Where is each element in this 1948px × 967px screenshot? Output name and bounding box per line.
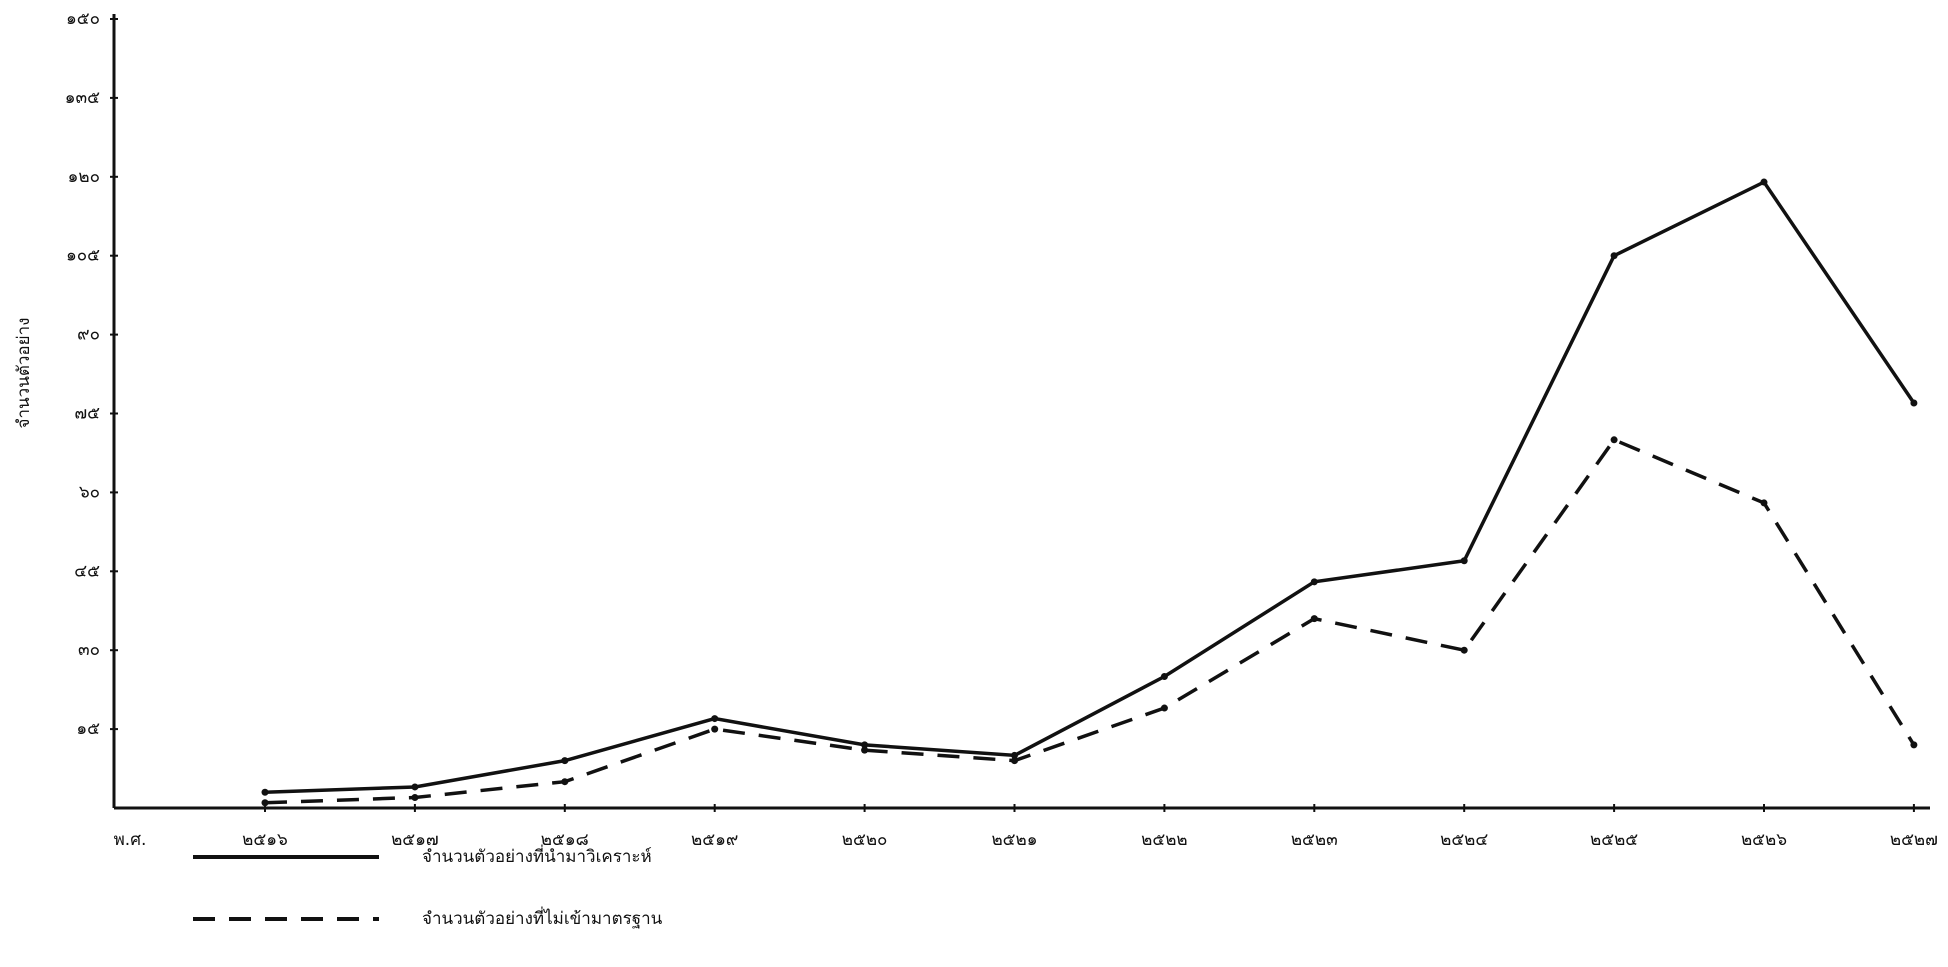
point	[711, 715, 719, 723]
point	[1160, 704, 1168, 712]
point	[1760, 178, 1768, 186]
y-tick-label: ๓๐	[78, 640, 100, 660]
x-tick-label: ๒๕๒๔	[1440, 830, 1488, 850]
series-line	[264, 437, 1916, 805]
y-tick-label: ๗๕	[74, 404, 100, 424]
point	[261, 799, 269, 807]
point	[1610, 252, 1618, 260]
point	[861, 741, 869, 749]
x-tick-label: ๒๕๒๖	[1741, 830, 1787, 850]
point	[1460, 557, 1468, 565]
point	[711, 725, 719, 733]
legend-label: จำนวนตัวอย่างที่นำมาวิเคราะห์	[422, 844, 652, 867]
x-tick-label: ๒๕๒๐	[842, 830, 888, 850]
y-tick-label: ๑๕	[76, 719, 100, 739]
x-tick-label: ๒๕๑๖	[242, 830, 288, 850]
point	[1310, 578, 1318, 586]
point	[1910, 399, 1918, 407]
point	[411, 793, 419, 801]
x-tick-label: ๒๕๒๑	[991, 830, 1037, 850]
point	[1760, 499, 1768, 507]
y-tick-label: ๔๕	[74, 561, 100, 581]
x-tick-label: ๒๕๒๓	[1291, 830, 1338, 850]
point	[1460, 646, 1468, 654]
y-tick-label: ๑๕๐	[66, 9, 100, 29]
x-tick-label: ๒๕๒๕	[1590, 830, 1638, 850]
y-tick-label: ๑๐๕	[66, 246, 100, 266]
y-tick-label: ๑๓๕	[65, 88, 100, 108]
legend-label: จำนวนตัวอย่างที่ไม่เข้ามาตรฐาน	[422, 906, 663, 929]
point	[411, 783, 419, 791]
point	[1011, 757, 1018, 765]
point	[561, 757, 569, 765]
x-tick-label: ๒๕๒๗	[1890, 830, 1938, 850]
point	[261, 788, 269, 796]
y-tick-label: ๙๐	[77, 325, 100, 345]
series-line	[264, 179, 1916, 794]
point	[1011, 751, 1018, 759]
x-tick-label: ๒๕๒๒	[1141, 830, 1187, 850]
point	[1610, 436, 1618, 444]
point	[1910, 741, 1918, 749]
x-tick-label: ๒๕๑๗	[391, 830, 439, 850]
point	[561, 778, 569, 786]
y-axis-label: จำนวนตัวอย่าง	[14, 318, 34, 429]
point	[861, 746, 869, 754]
x-axis-label: พ.ศ.	[114, 830, 147, 850]
point	[1310, 615, 1318, 623]
y-tick-label: ๖๐	[79, 482, 100, 502]
y-tick-label: ๑๒๐	[68, 167, 100, 187]
x-tick-label: ๒๕๑๙	[691, 830, 738, 850]
x-tick-label: ๒๕๑๘	[541, 830, 589, 850]
point	[1160, 673, 1168, 680]
